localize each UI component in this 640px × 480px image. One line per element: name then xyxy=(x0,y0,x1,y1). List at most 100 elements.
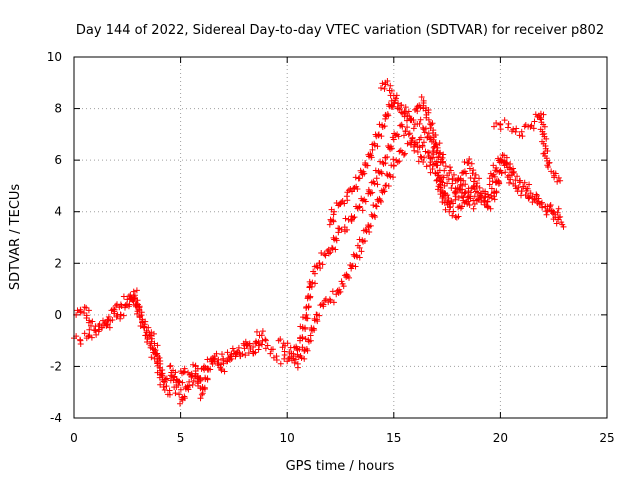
data-point-cluster xyxy=(225,345,236,363)
data-point-cluster xyxy=(324,246,334,257)
data-point-cluster xyxy=(374,186,388,205)
data-point-cluster xyxy=(387,87,395,99)
data-point-cluster xyxy=(420,154,434,170)
data-point xyxy=(356,175,363,182)
data-point-cluster xyxy=(396,101,406,117)
data-point-cluster xyxy=(172,382,185,407)
x-axis-label: GPS time / hours xyxy=(286,459,395,474)
series-track-peak xyxy=(378,78,447,166)
data-point-cluster xyxy=(99,317,111,328)
data-point-cluster xyxy=(394,105,408,120)
x-tick-label: 0 xyxy=(70,431,78,445)
y-tick-label: -2 xyxy=(50,359,62,373)
data-point-cluster xyxy=(306,268,319,287)
data-point-cluster xyxy=(402,109,413,124)
series-track-lower xyxy=(275,134,478,371)
data-point-cluster xyxy=(321,296,332,306)
data-point-cluster xyxy=(548,207,560,227)
data-point xyxy=(510,170,517,177)
data-point-cluster xyxy=(391,121,405,140)
axis-ticks: 0 5 10 15 20 25 -4 -2 0 2 4 6 8 10 xyxy=(47,50,615,445)
y-tick-label: 8 xyxy=(54,102,62,116)
data-point xyxy=(373,175,380,182)
data-point xyxy=(320,301,327,308)
y-axis-label: SDTVAR / TECUs xyxy=(8,184,23,291)
data-point-cluster xyxy=(382,134,396,161)
x-tick-label: 5 xyxy=(177,431,185,445)
data-point-cluster xyxy=(189,373,200,388)
x-tick-label: 15 xyxy=(386,431,401,445)
data-point xyxy=(130,288,137,295)
data-point-cluster xyxy=(543,203,553,218)
data-point xyxy=(111,306,118,313)
data-point-cluster xyxy=(335,225,348,235)
data-point-cluster xyxy=(487,162,498,180)
data-point-cluster xyxy=(163,375,174,384)
data-point xyxy=(459,203,466,210)
data-point-cluster xyxy=(112,301,123,311)
series-track-evening xyxy=(486,151,567,230)
data-point-cluster xyxy=(327,206,337,225)
data-point xyxy=(433,177,440,184)
data-point xyxy=(326,221,333,228)
data-point-cluster xyxy=(357,159,369,178)
data-point-cluster xyxy=(85,323,99,341)
data-point xyxy=(311,270,318,277)
data-point-cluster xyxy=(460,189,471,207)
data-point xyxy=(369,146,376,153)
data-point-cluster xyxy=(417,134,432,160)
data-point-cluster xyxy=(426,134,439,155)
data-point xyxy=(243,342,250,349)
data-point xyxy=(307,332,314,339)
data-point-cluster xyxy=(464,183,478,202)
data-point xyxy=(537,110,544,117)
data-point-cluster xyxy=(466,156,479,181)
data-point-cluster xyxy=(232,344,242,360)
data-point-cluster xyxy=(372,158,389,177)
data-point-cluster xyxy=(478,188,491,209)
data-point xyxy=(488,185,495,192)
data-point-cluster xyxy=(466,202,477,212)
data-point xyxy=(326,296,333,303)
data-point-cluster xyxy=(555,214,567,230)
data-point-cluster xyxy=(460,190,470,205)
data-point-cluster xyxy=(491,168,505,197)
data-point-cluster xyxy=(519,122,529,140)
data-point-cluster xyxy=(473,188,483,199)
data-point xyxy=(124,296,131,303)
y-tick-label: 4 xyxy=(54,205,62,219)
data-point-cluster xyxy=(525,195,536,206)
data-point xyxy=(328,244,335,251)
data-point-cluster xyxy=(277,336,287,351)
data-point xyxy=(158,371,165,378)
data-point-cluster xyxy=(478,188,489,206)
data-point-cluster xyxy=(408,137,421,150)
data-point xyxy=(497,167,504,174)
data-point-cluster xyxy=(390,147,404,166)
data-point-cluster xyxy=(255,337,266,353)
data-point-cluster xyxy=(365,202,379,230)
data-point-cluster xyxy=(426,149,439,167)
data-point-cluster xyxy=(249,328,262,357)
data-point xyxy=(154,350,161,357)
data-point-cluster xyxy=(535,195,549,210)
data-point xyxy=(531,118,538,125)
data-point xyxy=(282,342,289,349)
data-point-cluster xyxy=(434,176,447,199)
data-point xyxy=(378,84,385,91)
data-point-cluster xyxy=(334,278,345,296)
data-point xyxy=(160,384,167,391)
data-point-cluster xyxy=(176,368,187,386)
plot-frame xyxy=(73,56,608,419)
data-point xyxy=(331,208,338,215)
data-point-cluster xyxy=(313,301,327,319)
data-point-cluster xyxy=(204,354,217,373)
data-point-cluster xyxy=(118,293,129,311)
data-point xyxy=(356,244,363,251)
data-point-cluster xyxy=(303,283,315,322)
data-point-cluster xyxy=(264,342,277,361)
data-point-cluster xyxy=(316,250,328,268)
data-point xyxy=(162,376,169,383)
data-point-cluster xyxy=(159,370,167,385)
